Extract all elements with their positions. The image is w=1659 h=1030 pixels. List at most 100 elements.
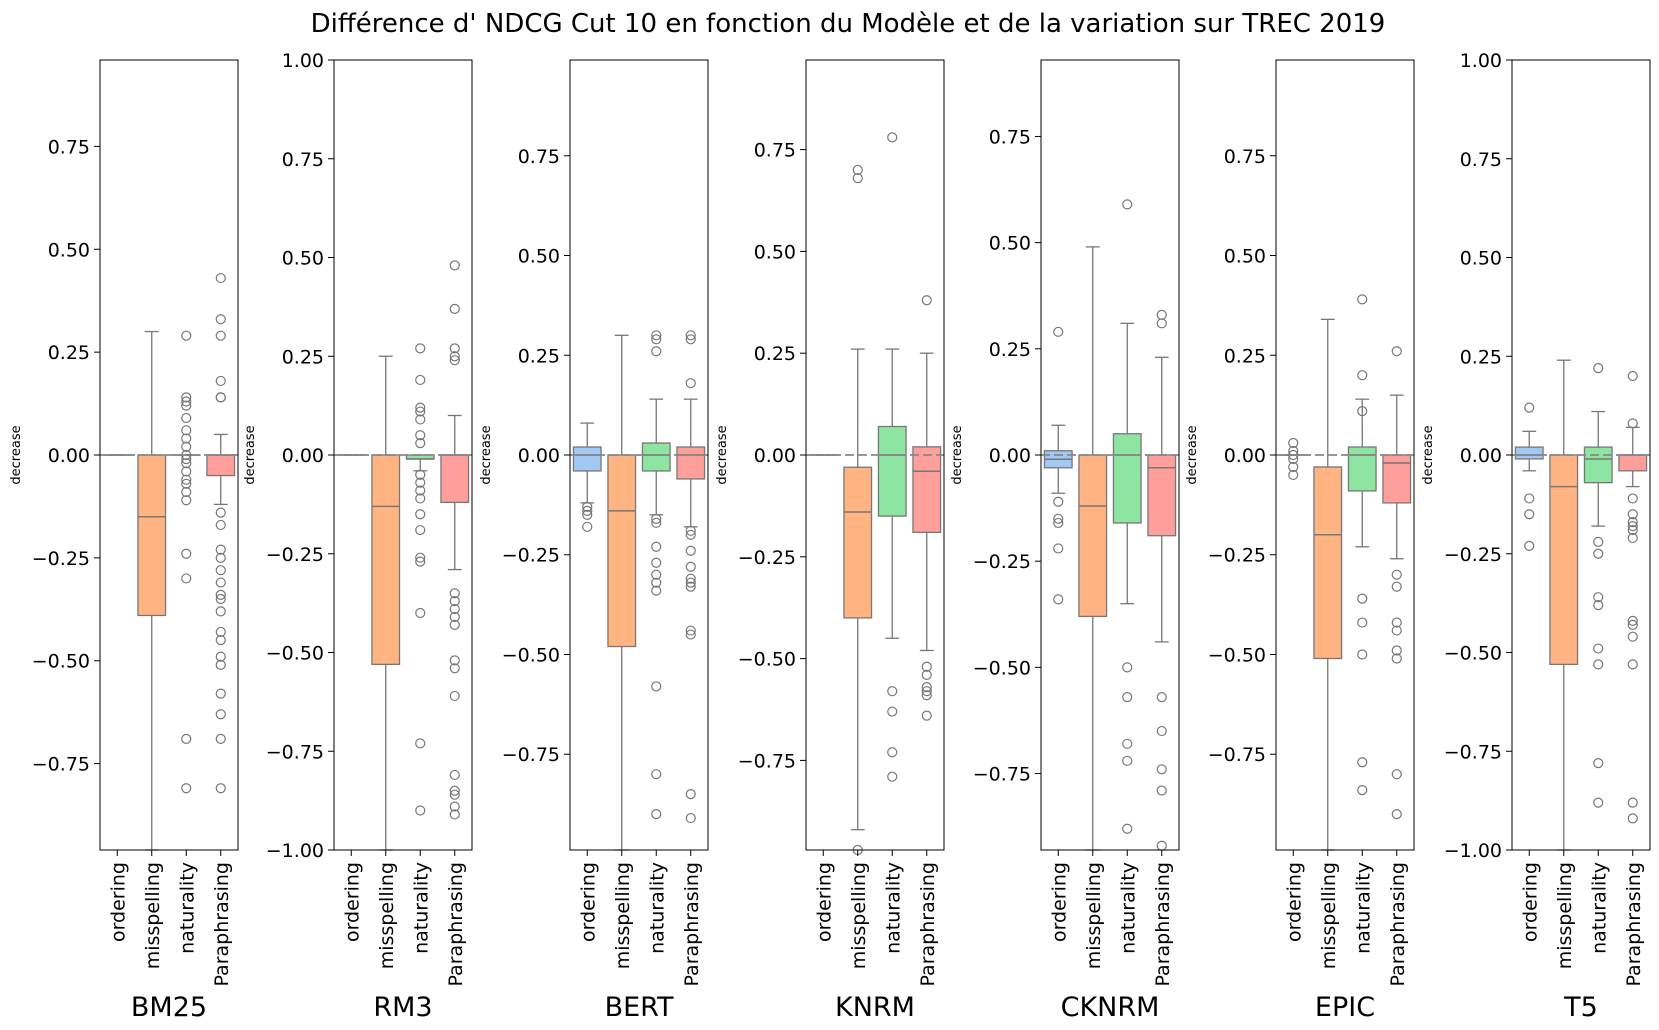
flier-t5-naturality-5: [1593, 643, 1604, 654]
flier-epic-paraphrasing-8: [1391, 808, 1402, 820]
flier-t5-naturality-6: [1593, 659, 1604, 670]
flier-rm3-paraphrasing-4: [449, 355, 460, 366]
model-label-bm25: BM25: [131, 992, 207, 1023]
flier-bert-naturality-4: [651, 517, 662, 528]
flier-bert-naturality-11: [651, 769, 662, 780]
y-tick-label-bm25-3: 0.00: [48, 445, 90, 467]
flier-cknrm-paraphrasing-2: [1156, 691, 1167, 703]
flier-epic-paraphrasing-7: [1391, 769, 1402, 780]
flier-bm25-paraphrasing-18: [215, 659, 226, 670]
flier-cknrm-naturality-1: [1122, 662, 1133, 673]
flier-bm25-paraphrasing-6: [215, 507, 226, 518]
flier-bm25-naturality-16: [181, 548, 192, 559]
box-bm25-paraphrasing: [206, 272, 236, 794]
flier-knrm-paraphrasing-4: [921, 686, 932, 697]
y-tick-label-bert-2: −0.25: [502, 545, 560, 567]
flier-bm25-paraphrasing-20: [215, 709, 226, 720]
box-body-rm3-paraphrasing: [440, 454, 470, 504]
box-body-epic-paraphrasing: [1382, 454, 1412, 504]
flier-bert-paraphrasing-2: [685, 378, 696, 389]
flier-rm3-paraphrasing-9: [449, 619, 460, 630]
flier-epic-naturality-5: [1357, 649, 1368, 660]
panel-epic: −0.75 −0.50 −0.25 0.00 0.25 0.50 0.75 decrease o…: [1185, 59, 1415, 1023]
y-tick-label-t5-0: −1.00: [1444, 840, 1502, 862]
flier-knrm-naturality-3: [887, 747, 898, 758]
flier-bert-naturality-8: [651, 577, 662, 588]
flier-t5-paraphrasing-6: [1627, 524, 1638, 536]
flier-rm3-paraphrasing-12: [449, 690, 460, 702]
flier-bert-naturality-2: [651, 346, 662, 357]
flier-cknrm-naturality-4: [1122, 755, 1133, 766]
panel-t5: −1.00 −0.75 −0.50 −0.25 0.00 0.25 0.50 0.75 1.00…: [1421, 50, 1651, 1023]
flier-cknrm-ordering-5: [1053, 594, 1064, 605]
y-tick-label-knrm-3: 0.00: [754, 445, 796, 467]
x-tick-label-t5-paraphrasing: Paraphrasing: [1623, 862, 1645, 987]
flier-bm25-paraphrasing-3: [215, 375, 226, 387]
box-t5-paraphrasing: [1618, 370, 1648, 824]
flier-bm25-paraphrasing-15: [215, 626, 226, 638]
y-tick-label-cknrm-6: 0.75: [989, 126, 1031, 148]
y-tick-label-rm3-5: 0.25: [282, 346, 324, 368]
flier-bert-naturality-1: [651, 334, 662, 345]
flier-bert-naturality-3: [651, 513, 662, 524]
axes-frame-t5: [1511, 59, 1651, 851]
flier-rm3-naturality-16: [415, 738, 426, 749]
flier-rm3-naturality-17: [415, 805, 426, 816]
flier-bm25-paraphrasing-8: [215, 544, 226, 555]
box-body-knrm-naturality: [877, 425, 907, 517]
box-bert-ordering: [572, 422, 602, 532]
flier-bert-paraphrasing-8: [685, 577, 696, 588]
x-tick-label-t5-ordering: ordering: [1519, 862, 1541, 942]
x-tick-label-epic-naturality: naturality: [1352, 862, 1374, 954]
flier-rm3-naturality-5: [415, 430, 426, 441]
model-label-t5: T5: [1563, 992, 1598, 1023]
y-tick-label-knrm-6: 0.75: [754, 140, 796, 162]
flier-bert-paraphrasing-3: [685, 525, 696, 536]
flier-rm3-paraphrasing-13: [449, 769, 460, 781]
y-axis-label-cknrm: decrease: [950, 425, 965, 484]
flier-epic-paraphrasing-6: [1391, 653, 1402, 664]
flier-epic-ordering-0: [1288, 437, 1299, 449]
flier-rm3-paraphrasing-3: [449, 351, 460, 362]
y-tick-label-bm25-6: 0.75: [48, 136, 90, 158]
y-tick-label-cknrm-5: 0.50: [989, 233, 1031, 255]
flier-bm25-naturality-17: [181, 573, 192, 584]
box-body-t5-naturality: [1583, 446, 1613, 484]
flier-epic-paraphrasing-5: [1391, 645, 1402, 656]
flier-epic-naturality-2: [1357, 406, 1368, 417]
flier-bm25-paraphrasing-2: [215, 330, 226, 341]
y-tick-label-rm3-1: −0.75: [266, 741, 324, 763]
box-knrm-naturality: [877, 132, 907, 782]
y-tick-label-t5-3: −0.25: [1444, 544, 1502, 566]
flier-cknrm-ordering-2: [1053, 513, 1064, 524]
flier-rm3-paraphrasing-16: [449, 801, 460, 812]
flier-bm25-paraphrasing-13: [215, 593, 226, 605]
axes-frame-bm25: [99, 59, 239, 851]
flier-bm25-naturality-5: [181, 425, 192, 436]
x-tick-label-knrm-ordering: ordering: [813, 862, 835, 942]
box-rm3-naturality: [405, 343, 435, 816]
flier-bert-ordering-3: [582, 521, 593, 532]
y-tick-label-cknrm-4: 0.25: [989, 339, 1031, 361]
flier-knrm-paraphrasing-2: [921, 669, 932, 680]
flier-bm25-paraphrasing-9: [215, 552, 226, 563]
flier-t5-paraphrasing-11: [1627, 659, 1638, 670]
box-bert-naturality: [641, 330, 671, 820]
flier-epic-paraphrasing-1: [1391, 569, 1402, 580]
flier-epic-naturality-1: [1357, 370, 1368, 381]
flier-rm3-naturality-1: [415, 374, 426, 386]
flier-rm3-paraphrasing-1: [449, 303, 460, 314]
flier-epic-naturality-3: [1357, 593, 1368, 604]
x-tick-label-rm3-paraphrasing: Paraphrasing: [445, 862, 467, 987]
y-tick-label-t5-5: 0.25: [1460, 346, 1502, 368]
y-tick-label-t5-8: 1.00: [1460, 50, 1502, 72]
flier-t5-paraphrasing-4: [1627, 517, 1638, 528]
flier-bert-paraphrasing-5: [685, 545, 696, 556]
box-bm25-misspelling: [137, 330, 167, 851]
flier-rm3-naturality-9: [415, 485, 426, 496]
flier-bm25-paraphrasing-11: [215, 577, 226, 588]
flier-t5-naturality-2: [1593, 548, 1604, 559]
y-tick-label-knrm-4: 0.25: [754, 343, 796, 365]
flier-bert-paraphrasing-4: [685, 529, 696, 540]
